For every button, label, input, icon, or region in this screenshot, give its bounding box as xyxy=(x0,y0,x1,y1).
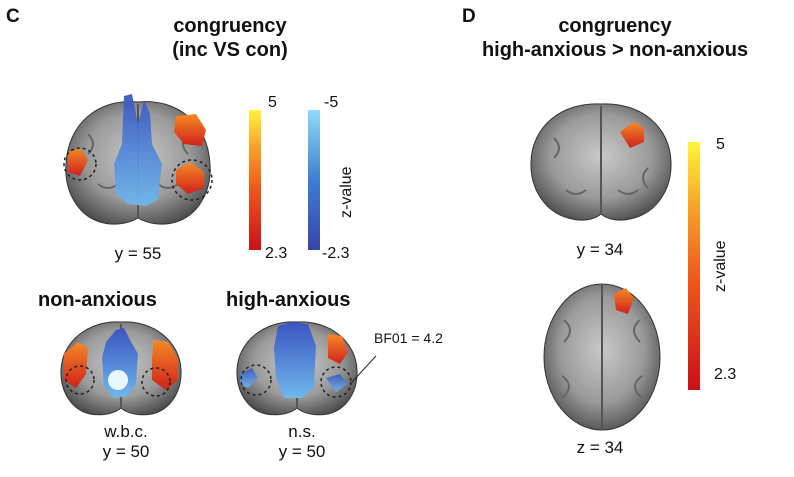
panel-c-title: congruency (inc VS con) xyxy=(110,14,350,62)
panel-letter-d: D xyxy=(462,6,476,27)
brain-coronal-high-anxious xyxy=(236,321,358,416)
panel-d-title: congruency high-anxious > non-anxious xyxy=(440,14,790,62)
roi-circle-left xyxy=(240,364,272,396)
annotation-leader-line xyxy=(351,355,377,383)
high-anxious-note-block: n.s. y = 50 xyxy=(252,422,352,462)
colorbar-cool-min: -2.3 xyxy=(322,245,350,262)
cluster-blue-right xyxy=(326,374,348,392)
colorbar-d-min: 2.3 xyxy=(714,366,737,383)
brain-coronal-main xyxy=(63,94,213,225)
roi-circle-right xyxy=(141,367,171,397)
slice-label-main: y = 55 xyxy=(114,244,162,263)
colorbar-d xyxy=(688,142,700,390)
high-anxious-note: n.s. xyxy=(288,422,316,441)
non-anxious-note-block: w.b.c. y = 50 xyxy=(76,422,176,462)
panel-d-title-line1: congruency xyxy=(558,15,672,37)
slice-label-d-bottom: z = 34 xyxy=(576,438,624,457)
panel-c-title-line2: (inc VS con) xyxy=(172,39,288,61)
roi-circle-left xyxy=(65,365,95,395)
cluster-blue-core xyxy=(108,370,128,390)
high-anxious-title: high-anxious xyxy=(226,289,351,311)
roi-circle-left xyxy=(63,147,97,181)
cluster-red-right-lower xyxy=(176,162,204,194)
cluster-red-right xyxy=(328,334,348,364)
cluster-red-right xyxy=(620,122,644,148)
colorbar-warm-max: 5 xyxy=(268,94,277,111)
brain-coronal-non-anxious xyxy=(60,321,182,416)
cluster-red-right xyxy=(152,340,178,390)
colorbar-warm xyxy=(249,110,261,250)
non-anxious-note: w.b.c. xyxy=(104,422,148,441)
panel-letter-c: C xyxy=(6,6,20,27)
colorbar-d-max: 5 xyxy=(716,136,725,153)
slice-label-d-top: y = 34 xyxy=(576,240,624,259)
colorbar-warm-min: 2.3 xyxy=(265,245,288,262)
panel-d-title-line2: high-anxious > non-anxious xyxy=(481,39,749,61)
cluster-blue-left xyxy=(240,368,258,388)
bayes-factor-annotation: BF01 = 4.2 xyxy=(374,330,443,346)
cluster-red-frontal xyxy=(614,288,634,314)
colorbar-cool-max: -5 xyxy=(324,94,339,111)
high-anxious-slice: y = 50 xyxy=(278,442,326,461)
cluster-red-right-upper xyxy=(174,114,206,146)
colorbar-d-axis-label: z-value xyxy=(712,240,729,292)
cluster-red-left xyxy=(68,148,88,176)
cluster-blue-midline xyxy=(114,94,162,206)
roi-circle-right xyxy=(320,366,352,398)
cluster-blue-midline xyxy=(274,322,316,398)
non-anxious-slice: y = 50 xyxy=(102,442,150,461)
roi-circle-right xyxy=(171,159,213,201)
panel-c-title-line1: congruency xyxy=(173,15,287,37)
cluster-red-left xyxy=(64,342,88,388)
non-anxious-title: non-anxious xyxy=(38,289,157,311)
colorbar-c-axis-label: z-value xyxy=(338,166,355,218)
colorbar-cool xyxy=(308,110,320,250)
brain-axial-d xyxy=(543,283,661,431)
brain-coronal-d xyxy=(530,103,672,221)
